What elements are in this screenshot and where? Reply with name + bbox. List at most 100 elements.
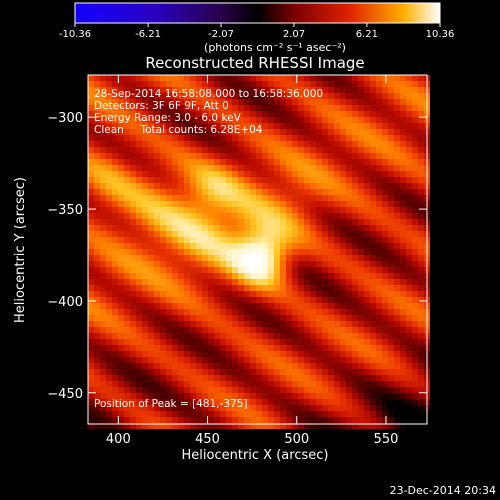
heatmap-pixel: [322, 231, 328, 237]
heatmap-pixel: [346, 351, 352, 357]
heatmap-pixel: [322, 123, 328, 129]
heatmap-pixel: [142, 111, 148, 117]
heatmap-pixel: [124, 177, 130, 183]
heatmap-pixel: [268, 237, 274, 243]
heatmap-pixel: [196, 279, 202, 285]
heatmap-pixel: [358, 315, 364, 321]
heatmap-pixel: [184, 273, 190, 279]
heatmap-pixel: [226, 189, 232, 195]
heatmap-pixel: [370, 183, 376, 189]
heatmap-pixel: [382, 171, 388, 177]
heatmap-pixel: [220, 183, 226, 189]
heatmap-pixel: [142, 369, 148, 375]
heatmap-pixel: [196, 255, 202, 261]
heatmap-pixel: [412, 279, 418, 285]
heatmap-pixel: [298, 321, 304, 327]
heatmap-pixel: [220, 303, 226, 309]
heatmap-pixel: [358, 279, 364, 285]
heatmap-pixel: [166, 381, 172, 387]
heatmap-pixel: [292, 351, 298, 357]
heatmap-pixel: [88, 285, 94, 291]
heatmap-pixel: [262, 243, 268, 249]
heatmap-pixel: [292, 87, 298, 93]
heatmap-pixel: [280, 405, 286, 411]
heatmap-pixel: [388, 135, 394, 141]
heatmap-pixel: [364, 393, 370, 399]
heatmap-pixel: [298, 375, 304, 381]
heatmap-pixel: [304, 255, 310, 261]
heatmap-pixel: [232, 405, 238, 411]
heatmap-pixel: [376, 147, 382, 153]
heatmap-pixel: [184, 135, 190, 141]
heatmap-pixel: [160, 321, 166, 327]
heatmap-pixel: [226, 231, 232, 237]
heatmap-pixel: [94, 219, 100, 225]
heatmap-pixel: [208, 237, 214, 243]
heatmap-pixel: [382, 207, 388, 213]
heatmap-pixel: [106, 135, 112, 141]
x-axis-ticks: 400 450 500 550: [106, 75, 398, 447]
heatmap-pixel: [400, 177, 406, 183]
heatmap-pixel: [220, 207, 226, 213]
heatmap-pixel: [238, 195, 244, 201]
heatmap-pixel: [88, 207, 94, 213]
heatmap-pixel: [352, 291, 358, 297]
heatmap-pixel: [136, 219, 142, 225]
heatmap-pixel: [196, 105, 202, 111]
heatmap-pixel: [226, 219, 232, 225]
heatmap-pixel: [100, 369, 106, 375]
heatmap-pixel: [394, 363, 400, 369]
heatmap-pixel: [358, 153, 364, 159]
heatmap-pixel: [316, 231, 322, 237]
heatmap-pixel: [94, 423, 100, 429]
heatmap-pixel: [148, 327, 154, 333]
heatmap-pixel: [190, 159, 196, 165]
heatmap-pixel: [130, 339, 136, 345]
heatmap-pixel: [196, 165, 202, 171]
heatmap-pixel: [364, 381, 370, 387]
heatmap-pixel: [214, 261, 220, 267]
heatmap-pixel: [202, 297, 208, 303]
heatmap-pixel: [220, 339, 226, 345]
heatmap-pixel: [112, 297, 118, 303]
heatmap-pixel: [286, 153, 292, 159]
heatmap-pixel: [358, 309, 364, 315]
x-axis-label: Heliocentric X (arcsec): [182, 448, 329, 463]
heatmap-pixel: [100, 189, 106, 195]
heatmap-pixel: [112, 381, 118, 387]
heatmap-pixel: [328, 159, 334, 165]
heatmap-pixel: [316, 195, 322, 201]
heatmap-pixel: [340, 171, 346, 177]
heatmap-pixel: [238, 123, 244, 129]
heatmap-pixel: [340, 213, 346, 219]
heatmap-pixel: [232, 309, 238, 315]
heatmap-pixel: [298, 333, 304, 339]
heatmap-pixel: [412, 93, 418, 99]
heatmap-pixel: [346, 411, 352, 417]
heatmap-pixel: [262, 393, 268, 399]
heatmap-pixel: [388, 303, 394, 309]
heatmap-pixel: [88, 93, 94, 99]
heatmap-pixel: [88, 75, 94, 81]
heatmap-pixel: [244, 201, 250, 207]
heatmap-pixel: [322, 321, 328, 327]
heatmap-pixel: [100, 117, 106, 123]
heatmap-pixel: [328, 201, 334, 207]
heatmap-pixel: [94, 195, 100, 201]
heatmap-pixel: [418, 375, 424, 381]
heatmap-pixel: [256, 255, 262, 261]
heatmap-pixel: [190, 405, 196, 411]
heatmap-pixel: [286, 297, 292, 303]
heatmap-pixel: [280, 231, 286, 237]
heatmap-pixel: [274, 129, 280, 135]
heatmap-pixel: [148, 387, 154, 393]
heatmap-pixel: [208, 111, 214, 117]
heatmap-pixel: [364, 255, 370, 261]
heatmap-pixel: [256, 387, 262, 393]
heatmap-pixel: [214, 123, 220, 129]
heatmap-pixel: [370, 357, 376, 363]
heatmap-pixel: [226, 153, 232, 159]
heatmap-pixel: [352, 381, 358, 387]
colorbar-units: (photons cm⁻² s⁻¹ asec⁻²): [204, 41, 346, 54]
heatmap-pixel: [226, 339, 232, 345]
